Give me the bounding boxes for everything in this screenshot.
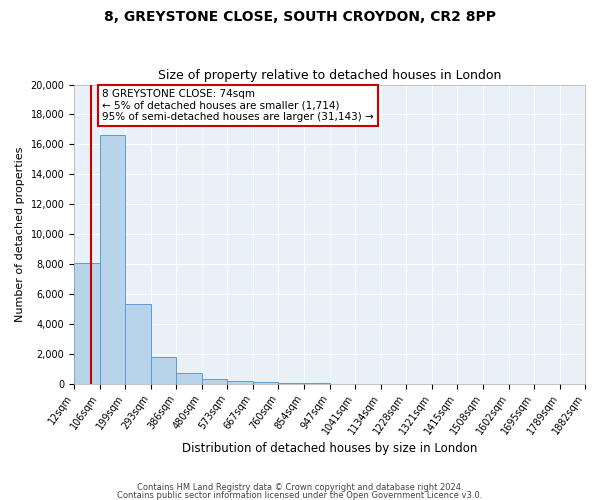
Bar bbox=[176, 373, 202, 384]
Text: 8, GREYSTONE CLOSE, SOUTH CROYDON, CR2 8PP: 8, GREYSTONE CLOSE, SOUTH CROYDON, CR2 8… bbox=[104, 10, 496, 24]
Title: Size of property relative to detached houses in London: Size of property relative to detached ho… bbox=[158, 69, 501, 82]
Text: 8 GREYSTONE CLOSE: 74sqm
← 5% of detached houses are smaller (1,714)
95% of semi: 8 GREYSTONE CLOSE: 74sqm ← 5% of detache… bbox=[102, 89, 374, 122]
Bar bbox=[202, 379, 227, 384]
Bar bbox=[74, 262, 100, 384]
Bar bbox=[227, 380, 253, 384]
Bar bbox=[278, 383, 304, 384]
Text: Contains HM Land Registry data © Crown copyright and database right 2024.: Contains HM Land Registry data © Crown c… bbox=[137, 484, 463, 492]
Bar bbox=[253, 382, 278, 384]
Bar bbox=[100, 136, 125, 384]
Y-axis label: Number of detached properties: Number of detached properties bbox=[15, 146, 25, 322]
Text: Contains public sector information licensed under the Open Government Licence v3: Contains public sector information licen… bbox=[118, 490, 482, 500]
Bar bbox=[151, 357, 176, 384]
Bar bbox=[125, 304, 151, 384]
X-axis label: Distribution of detached houses by size in London: Distribution of detached houses by size … bbox=[182, 442, 477, 455]
